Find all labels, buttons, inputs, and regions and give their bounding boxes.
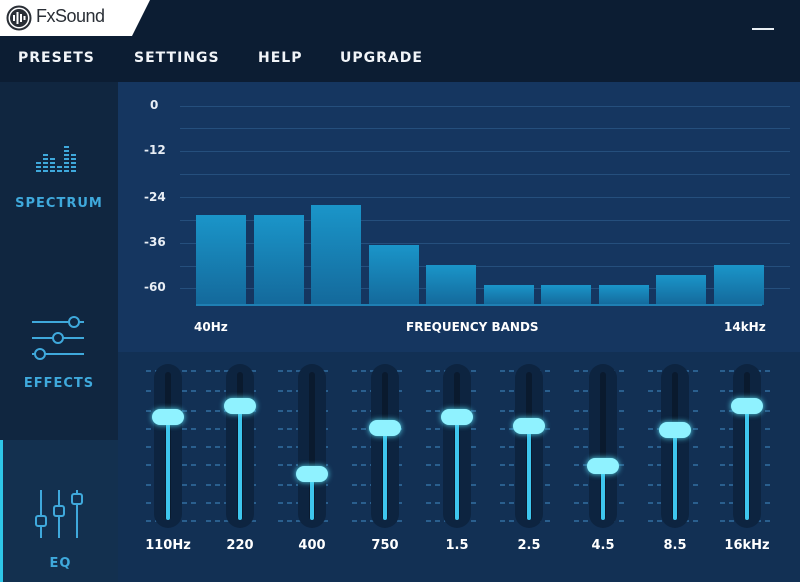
eq-slider-5[interactable]	[441, 364, 473, 528]
gridline	[180, 128, 790, 129]
x-label-start: 40Hz	[194, 320, 228, 334]
fxsound-logo-icon	[6, 5, 32, 31]
eq-band-label: 750	[371, 538, 399, 553]
eq-slider-fill	[527, 426, 531, 520]
eq-slider-fill	[383, 428, 387, 520]
sidebar-item-spectrum[interactable]: SPECTRUM	[0, 122, 118, 222]
eq-slider-fill	[455, 417, 459, 520]
y-tick-3: -36	[144, 235, 166, 249]
eq-slider-4[interactable]	[369, 364, 401, 528]
gridline	[180, 266, 790, 267]
eq-slider-fill	[238, 406, 242, 520]
eq-slider-thumb[interactable]	[587, 458, 619, 474]
spectrum-bar	[196, 215, 246, 305]
gridline	[180, 197, 790, 198]
eq-slider-7[interactable]	[587, 364, 619, 528]
eq-band-label: 220	[226, 538, 254, 553]
eq-band-label: 1.5	[445, 538, 469, 553]
eq-slider-thumb[interactable]	[441, 409, 473, 425]
eq-slider-fill	[745, 406, 749, 520]
spectrum-bar	[483, 285, 534, 305]
gridline	[180, 106, 790, 107]
y-tick-2: -24	[144, 190, 166, 204]
eq-slider-1[interactable]	[152, 364, 184, 528]
eq-band-label: 4.5	[591, 538, 615, 553]
gridline	[180, 220, 790, 221]
eq-slider-thumb[interactable]	[513, 418, 545, 434]
effects-sliders-icon	[32, 316, 84, 360]
app-name: FxSound	[36, 6, 105, 26]
eq-slider-rail	[309, 372, 315, 520]
eq-slider-fill	[601, 466, 605, 520]
sidebar-item-effects[interactable]: EFFECTS	[0, 302, 118, 402]
spectrum-bar	[426, 265, 476, 305]
sidebar-item-eq[interactable]: EQ	[0, 440, 118, 582]
y-tick-0: 0	[150, 98, 159, 112]
sidebar-label-effects: EFFECTS	[23, 376, 95, 391]
x-axis-title: FREQUENCY BANDS	[406, 320, 539, 334]
eq-slider-3[interactable]	[296, 364, 328, 528]
eq-band-label: 110Hz	[145, 538, 191, 553]
eq-slider-fill	[166, 417, 170, 520]
spectrum-bar	[368, 245, 419, 305]
spectrum-bar	[253, 215, 304, 305]
eq-slider-fill	[310, 474, 314, 520]
eq-slider-rail	[600, 372, 606, 520]
logo-tab: FxSound	[0, 0, 150, 36]
minimize-button[interactable]	[752, 24, 774, 34]
eq-slider-2[interactable]	[224, 364, 256, 528]
menu-presets[interactable]: PRESETS	[18, 50, 95, 66]
y-tick-4: -60	[144, 280, 166, 294]
eq-slider-thumb[interactable]	[224, 398, 256, 414]
eq-band-label: 400	[298, 538, 326, 553]
eq-slider-8[interactable]	[659, 364, 691, 528]
menu-help[interactable]: HELP	[258, 50, 303, 66]
eq-slider-thumb[interactable]	[369, 420, 401, 436]
spectrum-bar	[541, 285, 591, 305]
eq-slider-thumb[interactable]	[152, 409, 184, 425]
sidebar: SPECTRUM EFFECTS EQ	[0, 82, 118, 582]
y-tick-1: -12	[144, 143, 166, 157]
eq-band-label: 16kHz	[724, 538, 770, 553]
gridline	[180, 174, 790, 175]
menu-settings[interactable]: SETTINGS	[134, 50, 220, 66]
gridline	[180, 151, 790, 152]
eq-slider-fill	[673, 430, 677, 520]
spectrum-bar	[713, 265, 764, 305]
spectrum-icon	[36, 146, 76, 172]
sidebar-label-eq: EQ	[49, 556, 72, 571]
spectrum-bars	[196, 205, 764, 305]
eq-slider-thumb[interactable]	[659, 422, 691, 438]
spectrum-bar	[598, 285, 649, 305]
spectrum-bar	[311, 205, 361, 305]
eq-band-label: 2.5	[517, 538, 541, 553]
eq-band-label: 8.5	[663, 538, 687, 553]
sidebar-label-spectrum: SPECTRUM	[15, 196, 103, 211]
eq-icon	[35, 490, 83, 538]
spectrum-baseline	[196, 304, 762, 306]
title-bar: FxSound	[0, 0, 800, 38]
eq-slider-6[interactable]	[513, 364, 545, 528]
x-label-end: 14kHz	[724, 320, 766, 334]
spectrum-bar	[656, 275, 706, 305]
menu-bar: PRESETS SETTINGS HELP UPGRADE	[0, 38, 800, 82]
gridline	[180, 243, 790, 244]
eq-slider-thumb[interactable]	[296, 466, 328, 482]
menu-upgrade[interactable]: UPGRADE	[340, 50, 423, 66]
eq-slider-thumb[interactable]	[731, 398, 763, 414]
eq-slider-9[interactable]	[731, 364, 763, 528]
